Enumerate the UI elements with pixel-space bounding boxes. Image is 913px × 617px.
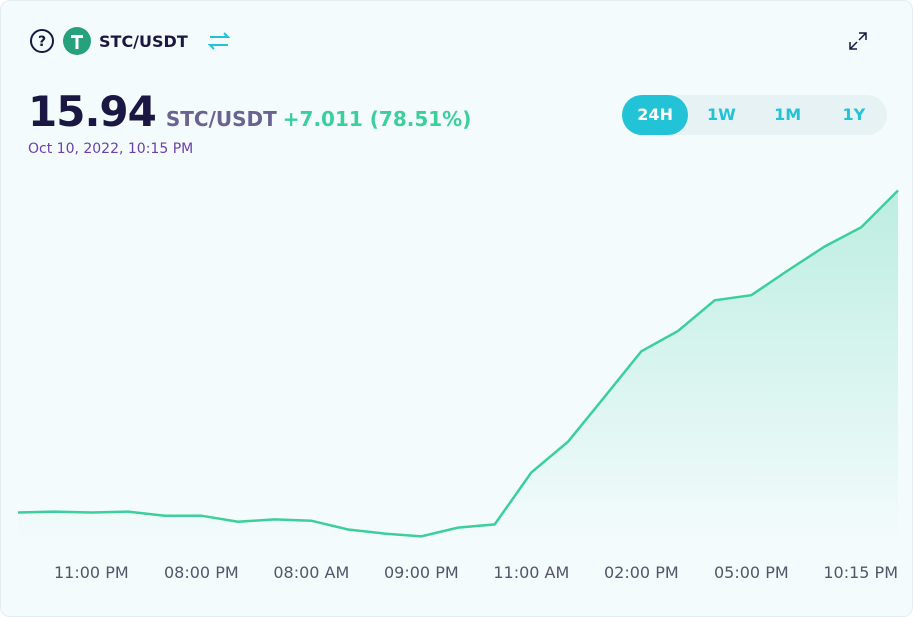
date: Oct 10, 2022, 10:15 PM	[28, 141, 194, 157]
x-tick-label: 08:00 AM	[273, 563, 349, 582]
expand-icon[interactable]	[847, 30, 869, 52]
tether-icon	[63, 27, 91, 55]
price-change: +7.011 (78.51%)	[282, 107, 472, 131]
help-icon[interactable]: ?	[29, 28, 55, 54]
price-value: 15.94	[28, 87, 157, 136]
price-pair: STC/USDT	[165, 107, 277, 131]
x-tick-label: 02:00 PM	[604, 563, 679, 582]
header: ? STC/USDT	[29, 27, 236, 55]
area	[18, 190, 898, 546]
pair: STC/USDT	[99, 31, 188, 51]
x-tick-label: 08:00 PM	[164, 563, 239, 582]
price-line	[17, 189, 899, 538]
price: 15.94 STC/USDT +7.011 (78.51%)	[28, 87, 471, 136]
x-tick-label: 11:00 PM	[54, 563, 129, 582]
x-tick-label: 05:00 PM	[714, 563, 789, 582]
x-tick-label: 09:00 PM	[384, 563, 459, 582]
range-button[interactable]: 1W	[706, 105, 736, 124]
range-button[interactable]: 24H	[622, 95, 689, 135]
x-tick-label: 11:00 AM	[493, 563, 569, 582]
x-tick-label: 10:15 PM	[823, 563, 898, 582]
swap-icon[interactable]	[196, 28, 236, 54]
svg-text:?: ?	[38, 34, 46, 50]
range-button[interactable]: 1Y	[842, 105, 866, 124]
range-button[interactable]: 1M	[774, 105, 802, 124]
range-selector: 24H 1W 1M 1Y	[622, 95, 887, 135]
